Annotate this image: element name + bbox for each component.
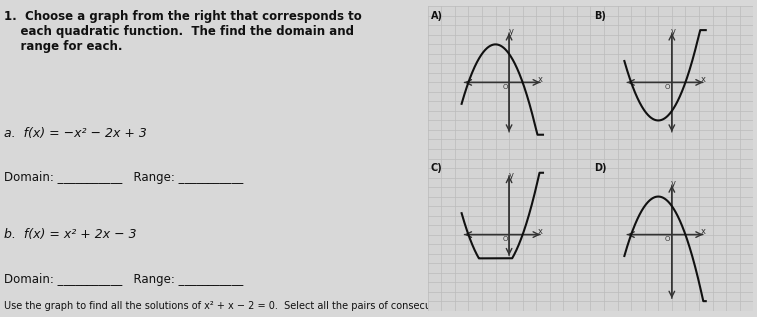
Text: D): D) — [593, 163, 606, 173]
Text: a.  f(x) = −x² − 2x + 3: a. f(x) = −x² − 2x + 3 — [5, 127, 147, 140]
Text: Domain: ___________   Range: ___________: Domain: ___________ Range: ___________ — [5, 273, 244, 286]
Text: A): A) — [431, 11, 443, 21]
Text: O: O — [503, 236, 508, 242]
Text: C): C) — [431, 163, 443, 173]
Text: x: x — [701, 75, 706, 84]
Text: x: x — [538, 227, 543, 236]
Text: y: y — [671, 179, 676, 189]
Text: 1.  Choose a graph from the right that corresponds to
    each quadratic functio: 1. Choose a graph from the right that co… — [5, 10, 362, 53]
Text: y: y — [671, 27, 676, 36]
Text: Domain: ___________   Range: ___________: Domain: ___________ Range: ___________ — [5, 171, 244, 184]
Text: Use the graph to find all the solutions of x² + x − 2 = 0.  Select all the pairs: Use the graph to find all the solutions … — [5, 301, 475, 311]
Text: y: y — [508, 171, 513, 180]
Text: O: O — [665, 236, 671, 242]
Text: B): B) — [593, 11, 606, 21]
Text: O: O — [503, 84, 508, 90]
Text: x: x — [701, 228, 706, 236]
Text: b.  f(x) = x² + 2x − 3: b. f(x) = x² + 2x − 3 — [5, 228, 137, 241]
Text: O: O — [665, 84, 671, 90]
Text: y: y — [508, 27, 513, 36]
Text: x: x — [538, 75, 543, 84]
